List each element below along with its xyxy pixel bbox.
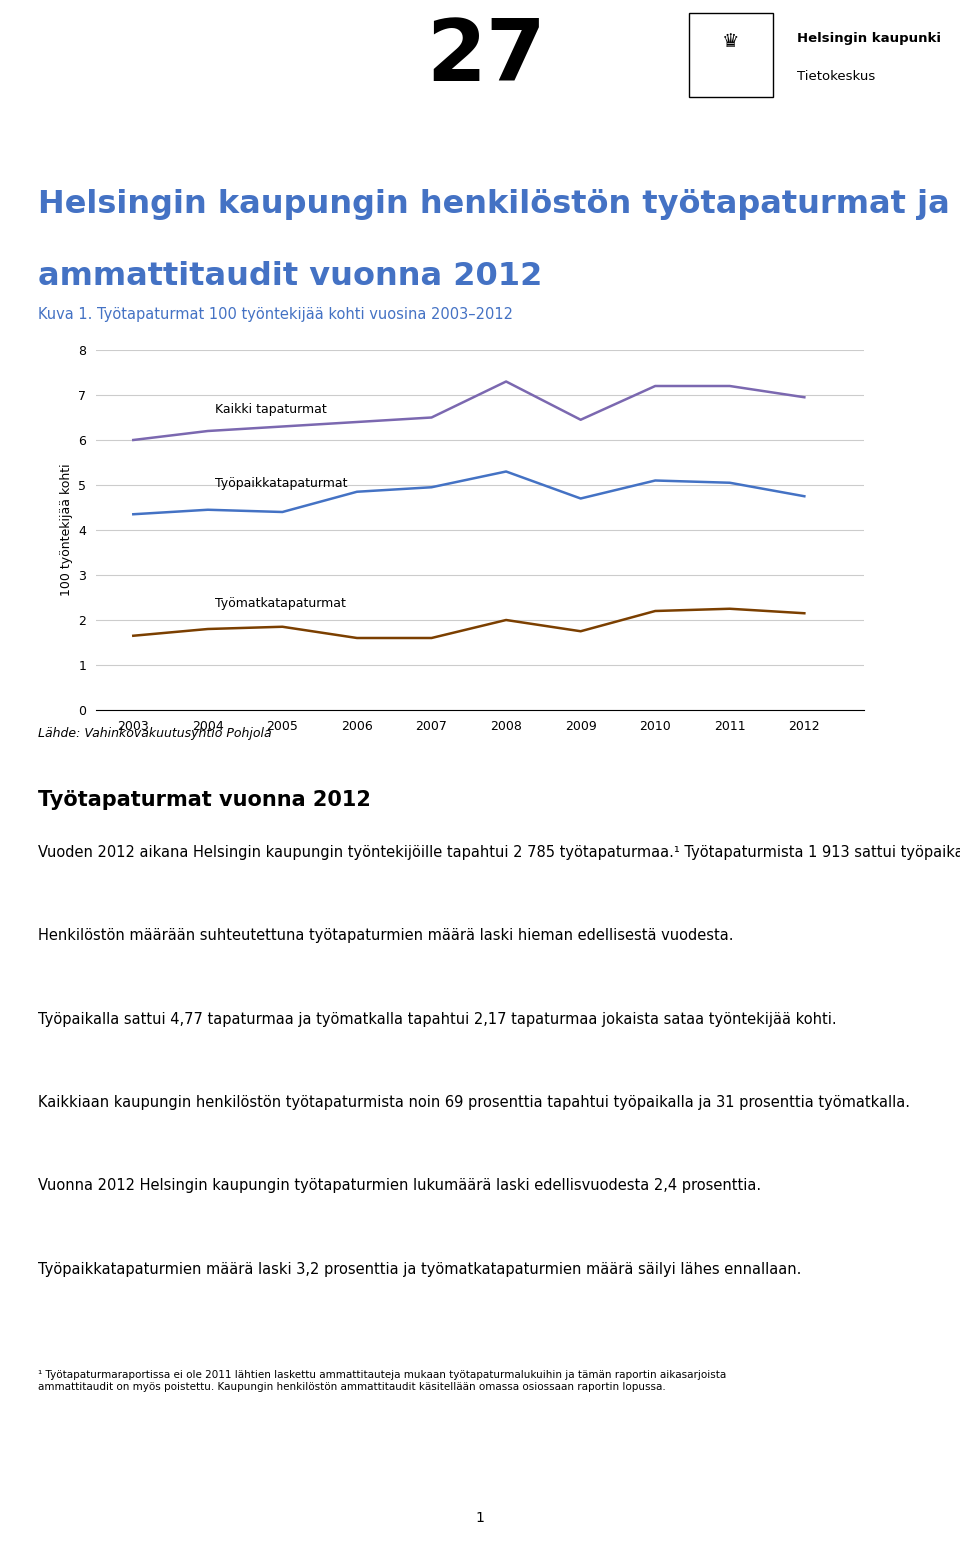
Text: Kaikkiaan kaupungin henkilöstön työtapaturmista noin 69 prosenttia tapahtui työp: Kaikkiaan kaupungin henkilöstön työtapat… — [38, 1095, 910, 1109]
Text: Kuva 1. Työtapaturmat 100 työntekijää kohti vuosina 2003–2012: Kuva 1. Työtapaturmat 100 työntekijää ko… — [38, 308, 514, 322]
Text: Helsingin kaupungin henkilöstön työtapaturmat ja: Helsingin kaupungin henkilöstön työtapat… — [38, 188, 950, 219]
Text: Kaikki tapaturmat: Kaikki tapaturmat — [215, 403, 327, 415]
Text: Tietokeskus: Tietokeskus — [797, 70, 876, 84]
Text: Työtapaturmat vuonna 2012: Työtapaturmat vuonna 2012 — [38, 790, 372, 809]
Text: Työmatkatapaturmat: Työmatkatapaturmat — [215, 596, 347, 610]
Text: Vuoden 2012 aikana Helsingin kaupungin työntekijöille tapahtui 2 785 työtapaturm: Vuoden 2012 aikana Helsingin kaupungin t… — [38, 845, 960, 860]
Text: ¹ Työtapaturmaraportissa ei ole 2011 lähtien laskettu ammattitauteja mukaan työt: ¹ Työtapaturmaraportissa ei ole 2011 läh… — [38, 1369, 727, 1391]
Text: 1: 1 — [475, 1511, 485, 1525]
Text: Työpaikkatapaturmien määrä laski 3,2 prosenttia ja työmatkatapaturmien määrä säi: Työpaikkatapaturmien määrä laski 3,2 pro… — [38, 1262, 802, 1276]
Text: 27: 27 — [426, 16, 545, 98]
Text: Vuonna 2012 Helsingin kaupungin työtapaturmien lukumäärä laski edellisvuodesta 2: Vuonna 2012 Helsingin kaupungin työtapat… — [38, 1178, 761, 1193]
Text: TILASTOJA: TILASTOJA — [19, 23, 443, 92]
Text: Työpaikkatapaturmat: Työpaikkatapaturmat — [215, 478, 348, 490]
Y-axis label: 100 työntekijää kohti: 100 työntekijää kohti — [60, 464, 73, 596]
Text: ♛: ♛ — [722, 33, 739, 51]
Text: Henkilöstön määrään suhteutettuna työtapaturmien määrä laski hieman edellisestä : Henkilöstön määrään suhteutettuna työtap… — [38, 929, 733, 943]
FancyBboxPatch shape — [674, 9, 939, 101]
Text: Helsingin kaupunki: Helsingin kaupunki — [797, 33, 941, 45]
Text: Lähde: Vahinkovakuutusyhtiö Pohjola: Lähde: Vahinkovakuutusyhtiö Pohjola — [38, 728, 272, 741]
Text: ammattitaudit vuonna 2012: ammattitaudit vuonna 2012 — [38, 261, 542, 293]
Text: Työpaikalla sattui 4,77 tapaturmaa ja työmatkalla tapahtui 2,17 tapaturmaa jokai: Työpaikalla sattui 4,77 tapaturmaa ja ty… — [38, 1011, 837, 1027]
Text: 2013: 2013 — [484, 26, 502, 79]
